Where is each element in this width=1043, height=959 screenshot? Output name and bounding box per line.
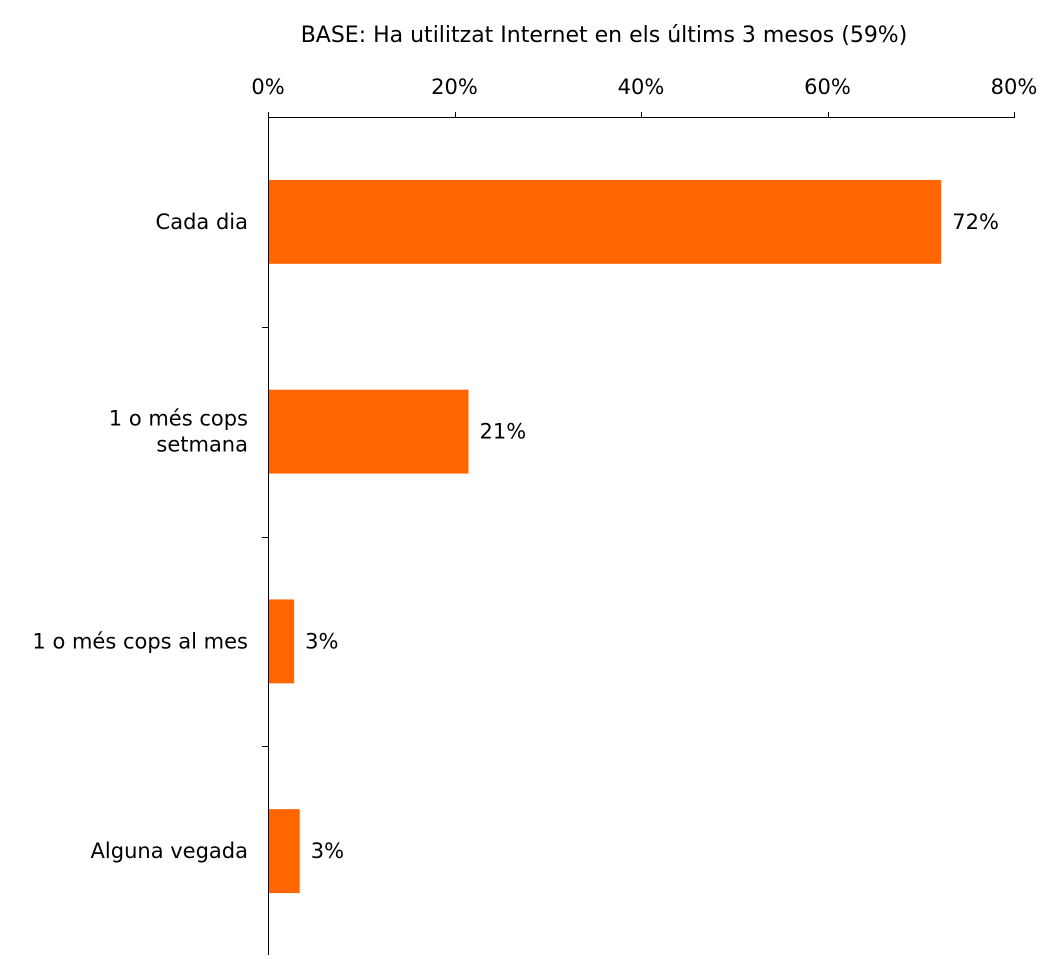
value-tick-label: 80% [991, 75, 1038, 99]
category-label-line: setmana [156, 433, 248, 457]
category-axis-ticks [262, 327, 268, 747]
data-label: 3% [305, 629, 338, 653]
category-label-line: 1 o més cops al mes [32, 629, 248, 653]
category-labels: Cada dia 1 o més cops setmana 1 o més cops … [32, 210, 248, 863]
category-label-line: Cada dia [156, 210, 248, 234]
category-label: 1 o més cops al mes [32, 629, 248, 653]
category-label: 1 o més cops setmana [109, 407, 248, 457]
category-label-line: Alguna vegada [91, 839, 248, 863]
value-axis-ticks: 0% 20% 40% 60% 80% [251, 75, 1037, 118]
value-tick-label: 0% [251, 75, 284, 99]
category-label: Cada dia [156, 210, 248, 234]
data-label: 72% [952, 210, 999, 234]
category-label: Alguna vegada [91, 839, 248, 863]
bar [269, 389, 469, 474]
data-label: 21% [479, 420, 526, 444]
bar [269, 809, 300, 894]
bar [269, 179, 942, 264]
value-tick-label: 40% [618, 75, 665, 99]
category-label-line: 1 o més cops [109, 407, 248, 431]
bar [269, 599, 295, 684]
value-tick-label: 60% [804, 75, 851, 99]
data-labels: 72% 21% 3% 3% [305, 210, 999, 863]
chart-title: BASE: Ha utilitzat Internet en els últim… [301, 23, 908, 48]
bars [269, 179, 942, 894]
value-tick-label: 20% [431, 75, 478, 99]
data-label: 3% [311, 839, 344, 863]
